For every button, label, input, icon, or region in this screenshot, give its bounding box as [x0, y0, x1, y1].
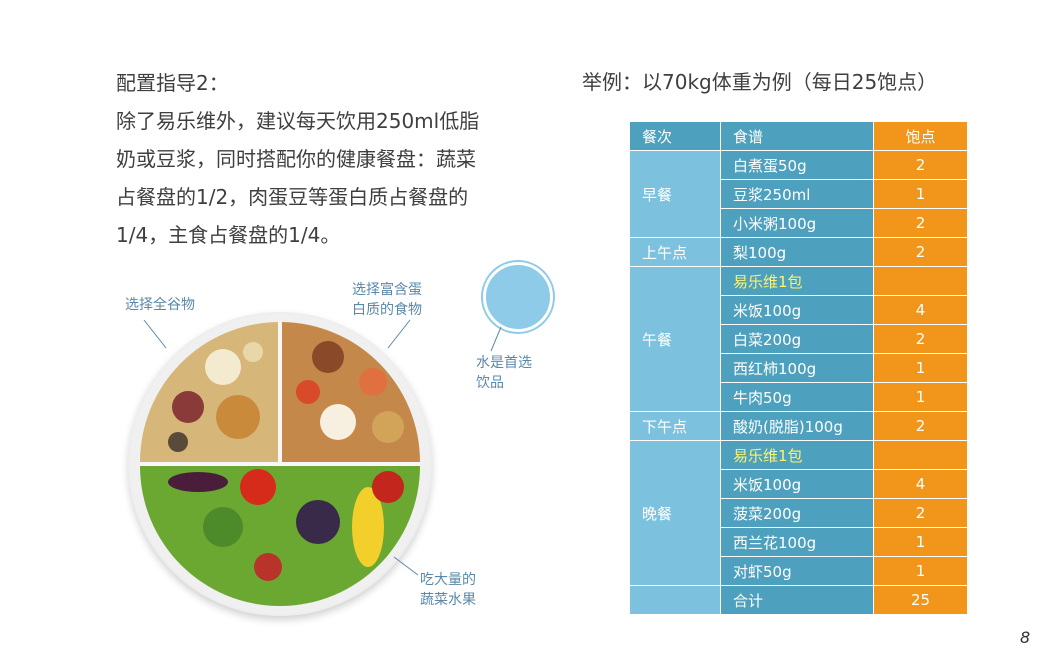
points-cell: 1	[873, 556, 968, 586]
leader-line-vegetables	[393, 556, 419, 576]
food-cell: 米饭100g	[720, 469, 874, 499]
points-cell	[873, 440, 968, 470]
label-water-line1: 水是首选	[476, 355, 532, 371]
table-row: 米饭100g 4	[630, 469, 968, 499]
points-cell: 2	[873, 324, 968, 354]
meal-cell-lunch: 午餐	[629, 266, 721, 412]
leader-line-grains	[143, 319, 167, 349]
food-cell: 菠菜200g	[720, 498, 874, 528]
example-title: 举例：以70kg体重为例（每日25饱点）	[582, 70, 938, 94]
food-cell: 梨100g	[720, 237, 874, 267]
food-cell: 西红柿100g	[720, 353, 874, 383]
food-cell-highlight: 易乐维1包	[720, 266, 874, 296]
table-row: 牛肉50g 1	[630, 382, 968, 412]
meal-cell-morning-snack: 上午点	[629, 237, 721, 267]
label-protein-line1: 选择富含蛋	[352, 282, 422, 298]
table-header-row: 餐次 食谱 饱点	[629, 121, 968, 151]
intro-line: 除了易乐维外，建议每天饮用250ml低脂	[116, 109, 480, 133]
food-cell: 小米粥100g	[720, 208, 874, 238]
points-cell: 2	[873, 237, 968, 267]
table-total-row: 合计 25	[629, 585, 968, 615]
food-cell: 酸奶(脱脂)100g	[720, 411, 874, 441]
meal-plan-table: 餐次 食谱 饱点 早餐 白煮蛋50g 2 豆浆250ml 1 小米粥100g 2…	[629, 121, 968, 615]
table-row: 西兰花100g 1	[630, 527, 968, 557]
label-water-line2: 饮品	[476, 375, 504, 391]
food-cell: 对虾50g	[720, 556, 874, 586]
points-cell: 2	[873, 150, 968, 180]
label-whole-grains: 选择全谷物	[125, 297, 195, 313]
intro-heading: 配置指导2：	[116, 71, 229, 95]
food-cell: 白煮蛋50g	[720, 150, 874, 180]
food-cell: 豆浆250ml	[720, 179, 874, 209]
table-row: 豆浆250ml 1	[630, 179, 968, 209]
points-cell: 2	[873, 411, 968, 441]
header-meal: 餐次	[629, 121, 721, 151]
food-cell: 西兰花100g	[720, 527, 874, 557]
table-row: 白菜200g 2	[630, 324, 968, 354]
points-cell: 1	[873, 382, 968, 412]
meal-cell-empty	[629, 585, 721, 615]
points-cell: 1	[873, 353, 968, 383]
table-row: 菠菜200g 2	[630, 498, 968, 528]
label-vegetables-line1: 吃大量的	[420, 572, 476, 588]
points-cell: 2	[873, 208, 968, 238]
points-cell	[873, 266, 968, 296]
food-cell: 牛肉50g	[720, 382, 874, 412]
meal-cell-breakfast: 早餐	[629, 150, 721, 238]
food-cell-highlight: 易乐维1包	[720, 440, 874, 470]
table-row: 米饭100g 4	[630, 295, 968, 325]
page-number: 8	[1020, 628, 1031, 647]
points-cell: 1	[873, 179, 968, 209]
header-food: 食谱	[720, 121, 874, 151]
meal-cell-dinner: 晚餐	[629, 440, 721, 586]
points-cell: 1	[873, 527, 968, 557]
total-label: 合计	[720, 585, 874, 615]
table-row: 早餐 白煮蛋50g 2	[629, 150, 968, 238]
leader-line-water	[490, 326, 502, 352]
points-cell: 4	[873, 469, 968, 499]
food-cell: 白菜200g	[720, 324, 874, 354]
vegetables-section	[140, 466, 420, 606]
points-cell: 2	[873, 498, 968, 528]
table-row: 上午点 梨100g 2	[629, 237, 968, 267]
intro-line: 奶或豆浆，同时搭配你的健康餐盘：蔬菜	[116, 147, 476, 171]
header-points: 饱点	[873, 121, 968, 151]
points-cell: 4	[873, 295, 968, 325]
healthy-plate-illustration	[128, 312, 432, 616]
food-cell: 米饭100g	[720, 295, 874, 325]
table-row: 小米粥100g 2	[630, 208, 968, 238]
intro-line: 占餐盘的1/2，肉蛋豆等蛋白质占餐盘的	[116, 185, 469, 209]
total-points: 25	[873, 585, 968, 615]
water-glass-icon	[483, 262, 553, 332]
table-row: 下午点 酸奶(脱脂)100g 2	[629, 411, 968, 441]
label-vegetables-line2: 蔬菜水果	[420, 592, 476, 608]
label-protein-line2: 白质的食物	[352, 302, 422, 318]
intro-line: 1/4，主食占餐盘的1/4。	[116, 223, 341, 247]
table-row: 晚餐 易乐维1包	[629, 440, 968, 586]
intro-text-block: 配置指导2： 除了易乐维外，建议每天饮用250ml低脂 奶或豆浆，同时搭配你的健…	[116, 64, 536, 254]
meal-cell-afternoon-snack: 下午点	[629, 411, 721, 441]
plate-food-drawing	[130, 314, 430, 614]
leader-line-protein	[387, 319, 411, 349]
table-row: 午餐 易乐维1包	[629, 266, 968, 412]
